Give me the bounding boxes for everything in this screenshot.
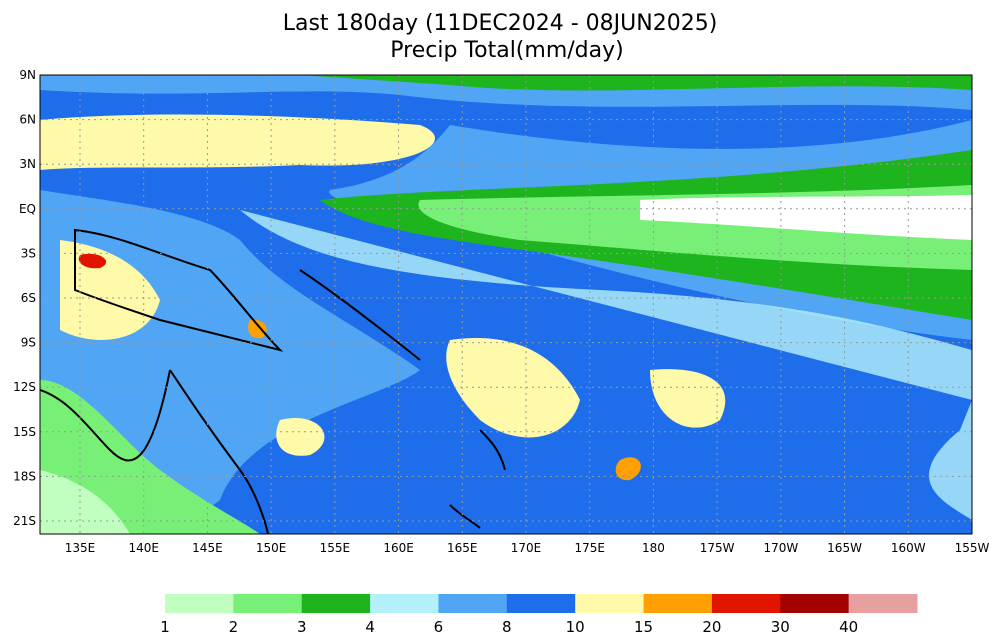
lon-label: 150E [256, 541, 287, 555]
lon-label: 140E [128, 541, 159, 555]
lat-label: 9N [19, 68, 36, 82]
lon-label: 170E [511, 541, 542, 555]
lon-label: 180 [642, 541, 665, 555]
lat-label: 21S [13, 514, 36, 528]
title: Last 180day (11DEC2024 - 08JUN2025) [283, 11, 718, 36]
lon-label: 175E [574, 541, 605, 555]
lat-label: 6S [21, 291, 36, 305]
lat-label: 9S [21, 336, 36, 350]
colorbar-label: 30 [771, 618, 790, 636]
lat-label: 18S [13, 469, 36, 483]
colorbar-swatch [506, 594, 576, 613]
colorbar-swatch [370, 594, 439, 613]
lat-label: 15S [13, 425, 36, 439]
colorbar-label: 20 [702, 618, 721, 636]
colorbar-label: 6 [434, 618, 444, 636]
lon-label: 155W [955, 541, 990, 555]
lat-label: 3S [21, 246, 36, 260]
lon-label: 145E [192, 541, 223, 555]
lat-label: 3N [19, 157, 36, 171]
lon-label: 165W [827, 541, 862, 555]
precip-field [40, 75, 972, 534]
colorbar-swatch [575, 594, 645, 613]
colorbar-swatch [711, 594, 781, 613]
lon-label: 160E [383, 541, 414, 555]
colorbar-swatch [165, 594, 234, 613]
colorbar-swatch [233, 594, 303, 613]
lon-label: 165E [447, 541, 478, 555]
lon-label: 175W [700, 541, 735, 555]
colorbar-label: 8 [502, 618, 512, 636]
colorbar-label: 10 [566, 618, 585, 636]
lon-label: 135E [65, 541, 96, 555]
colorbar-swatch [301, 594, 371, 613]
lat-label: 12S [13, 380, 36, 394]
grid [40, 74, 973, 534]
colorbar-label: 4 [365, 618, 375, 636]
colorbar-label: 40 [839, 618, 858, 636]
colorbar-swatch [780, 594, 850, 613]
colorbar-label: 2 [229, 618, 239, 636]
subtitle: Precip Total(mm/day) [390, 38, 623, 63]
colorbar-swatch [848, 594, 918, 613]
axes: 9N 6N 3N EQ 3S 6S 9S 12S 15S 18S 21S 135E 140E 145E 15… [13, 68, 989, 555]
lon-label: 155E [320, 541, 351, 555]
colorbar-label: 15 [634, 618, 653, 636]
lat-label: EQ [19, 202, 36, 216]
map-frame [39, 74, 973, 535]
lat-label: 6N [19, 113, 36, 127]
colorbar-label: 3 [297, 618, 307, 636]
colorbar-swatch [438, 594, 508, 613]
colorbar: 1 2 3 4 6 8 10 15 20 30 40 [160, 594, 918, 636]
colorbar-swatch [643, 594, 713, 613]
lon-label: 170W [763, 541, 798, 555]
colorbar-label: 1 [160, 618, 170, 636]
lon-label: 160W [891, 541, 926, 555]
